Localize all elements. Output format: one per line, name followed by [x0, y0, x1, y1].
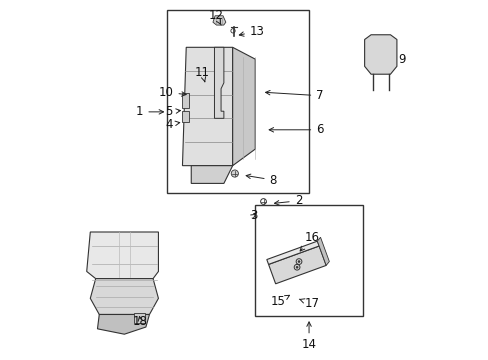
Text: 15: 15	[270, 295, 289, 309]
Bar	[167, 10, 308, 193]
Polygon shape	[317, 237, 329, 265]
Circle shape	[297, 261, 300, 263]
Polygon shape	[364, 35, 396, 74]
Text: 3: 3	[249, 210, 257, 222]
Bar	[134, 313, 145, 323]
Text: 18: 18	[133, 315, 148, 328]
Bar	[255, 205, 362, 316]
Text: 4: 4	[165, 118, 180, 131]
Text: 14: 14	[301, 322, 316, 351]
Polygon shape	[191, 166, 232, 183]
Circle shape	[295, 266, 298, 268]
Text: 10: 10	[158, 86, 186, 99]
Polygon shape	[266, 241, 319, 264]
Polygon shape	[86, 232, 158, 279]
Text: 6: 6	[268, 123, 323, 136]
Text: 13: 13	[239, 25, 264, 38]
Text: 5: 5	[165, 105, 180, 118]
Circle shape	[231, 170, 238, 177]
Text: 12: 12	[208, 9, 223, 25]
Text: 16: 16	[300, 231, 319, 251]
Text: 9: 9	[398, 53, 406, 66]
Polygon shape	[182, 47, 232, 166]
Text: 2: 2	[274, 194, 302, 207]
Polygon shape	[90, 279, 158, 315]
Text: 8: 8	[245, 174, 276, 186]
Polygon shape	[214, 47, 224, 118]
Text: 11: 11	[194, 66, 209, 82]
Text: 7: 7	[265, 89, 323, 102]
Text: 17: 17	[299, 297, 319, 310]
Bar	[182, 111, 188, 122]
Polygon shape	[268, 246, 325, 284]
Text: 1: 1	[136, 105, 163, 118]
Polygon shape	[212, 16, 225, 25]
Polygon shape	[97, 315, 149, 334]
Bar	[182, 94, 188, 108]
Polygon shape	[232, 47, 255, 166]
